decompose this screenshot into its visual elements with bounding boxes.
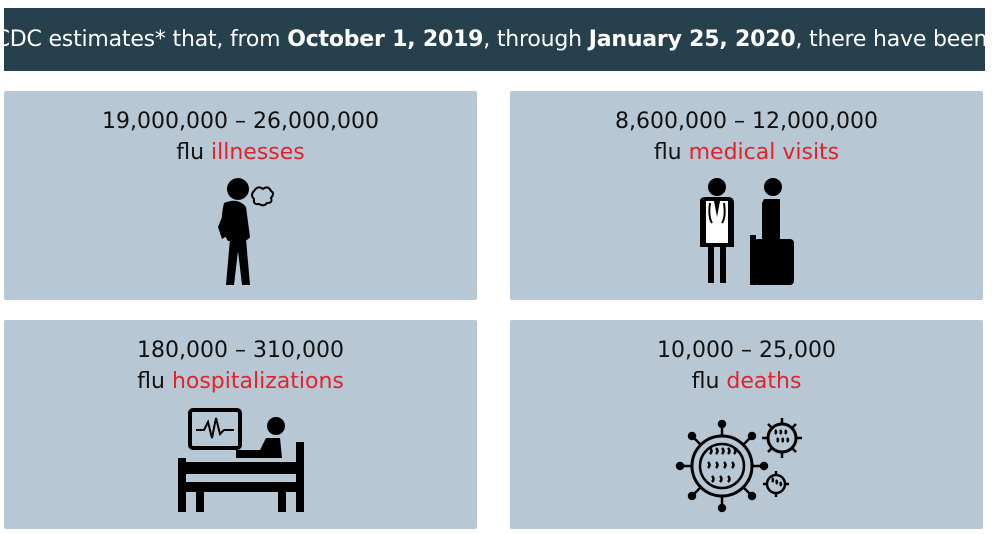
- virus-particles-icon: [675, 418, 802, 513]
- deaths-highlight: deaths: [726, 369, 802, 394]
- header-end-date: January 25, 2020: [588, 27, 796, 52]
- hospitalizations-range: 180,000 – 310,000: [137, 338, 344, 363]
- medical-visits-range: 8,600,000 – 12,000,000: [615, 109, 878, 134]
- illnesses-label: flu illnesses: [176, 140, 305, 165]
- deaths-range: 10,000 – 25,000: [657, 338, 836, 363]
- hospitalizations-card: 180,000 – 310,000 flu hospitalizations: [4, 320, 477, 529]
- medical-visits-card: 8,600,000 – 12,000,000 flu medical visit…: [510, 91, 983, 300]
- deaths-card: 10,000 – 25,000 flu deaths: [510, 320, 983, 529]
- hospitalizations-highlight: hospitalizations: [171, 369, 344, 394]
- sick-person-coughing-icon: [217, 178, 274, 285]
- illnesses-highlight: illnesses: [211, 140, 305, 165]
- medical-visits-highlight: medical visits: [688, 140, 840, 165]
- deaths-label: flu deaths: [691, 369, 802, 394]
- medical-visits-label: flu medical visits: [653, 140, 840, 165]
- hospitalizations-label: flu hospitalizations: [137, 369, 344, 394]
- doctor-and-patient-icon: [699, 178, 794, 285]
- illnesses-card: 19,000,000 – 26,000,000 flu illnesses: [4, 91, 477, 300]
- header-middle: , through: [483, 27, 589, 52]
- illnesses-range: 19,000,000 – 26,000,000: [102, 109, 379, 134]
- hospital-bed-monitor-icon: [177, 408, 304, 512]
- header-banner: CDC estimates* that, from October 1, 201…: [0, 8, 992, 71]
- header-start-date: October 1, 2019: [287, 27, 484, 52]
- header-suffix: , there have been:: [795, 27, 992, 52]
- header-prefix: CDC estimates* that, from: [0, 27, 288, 52]
